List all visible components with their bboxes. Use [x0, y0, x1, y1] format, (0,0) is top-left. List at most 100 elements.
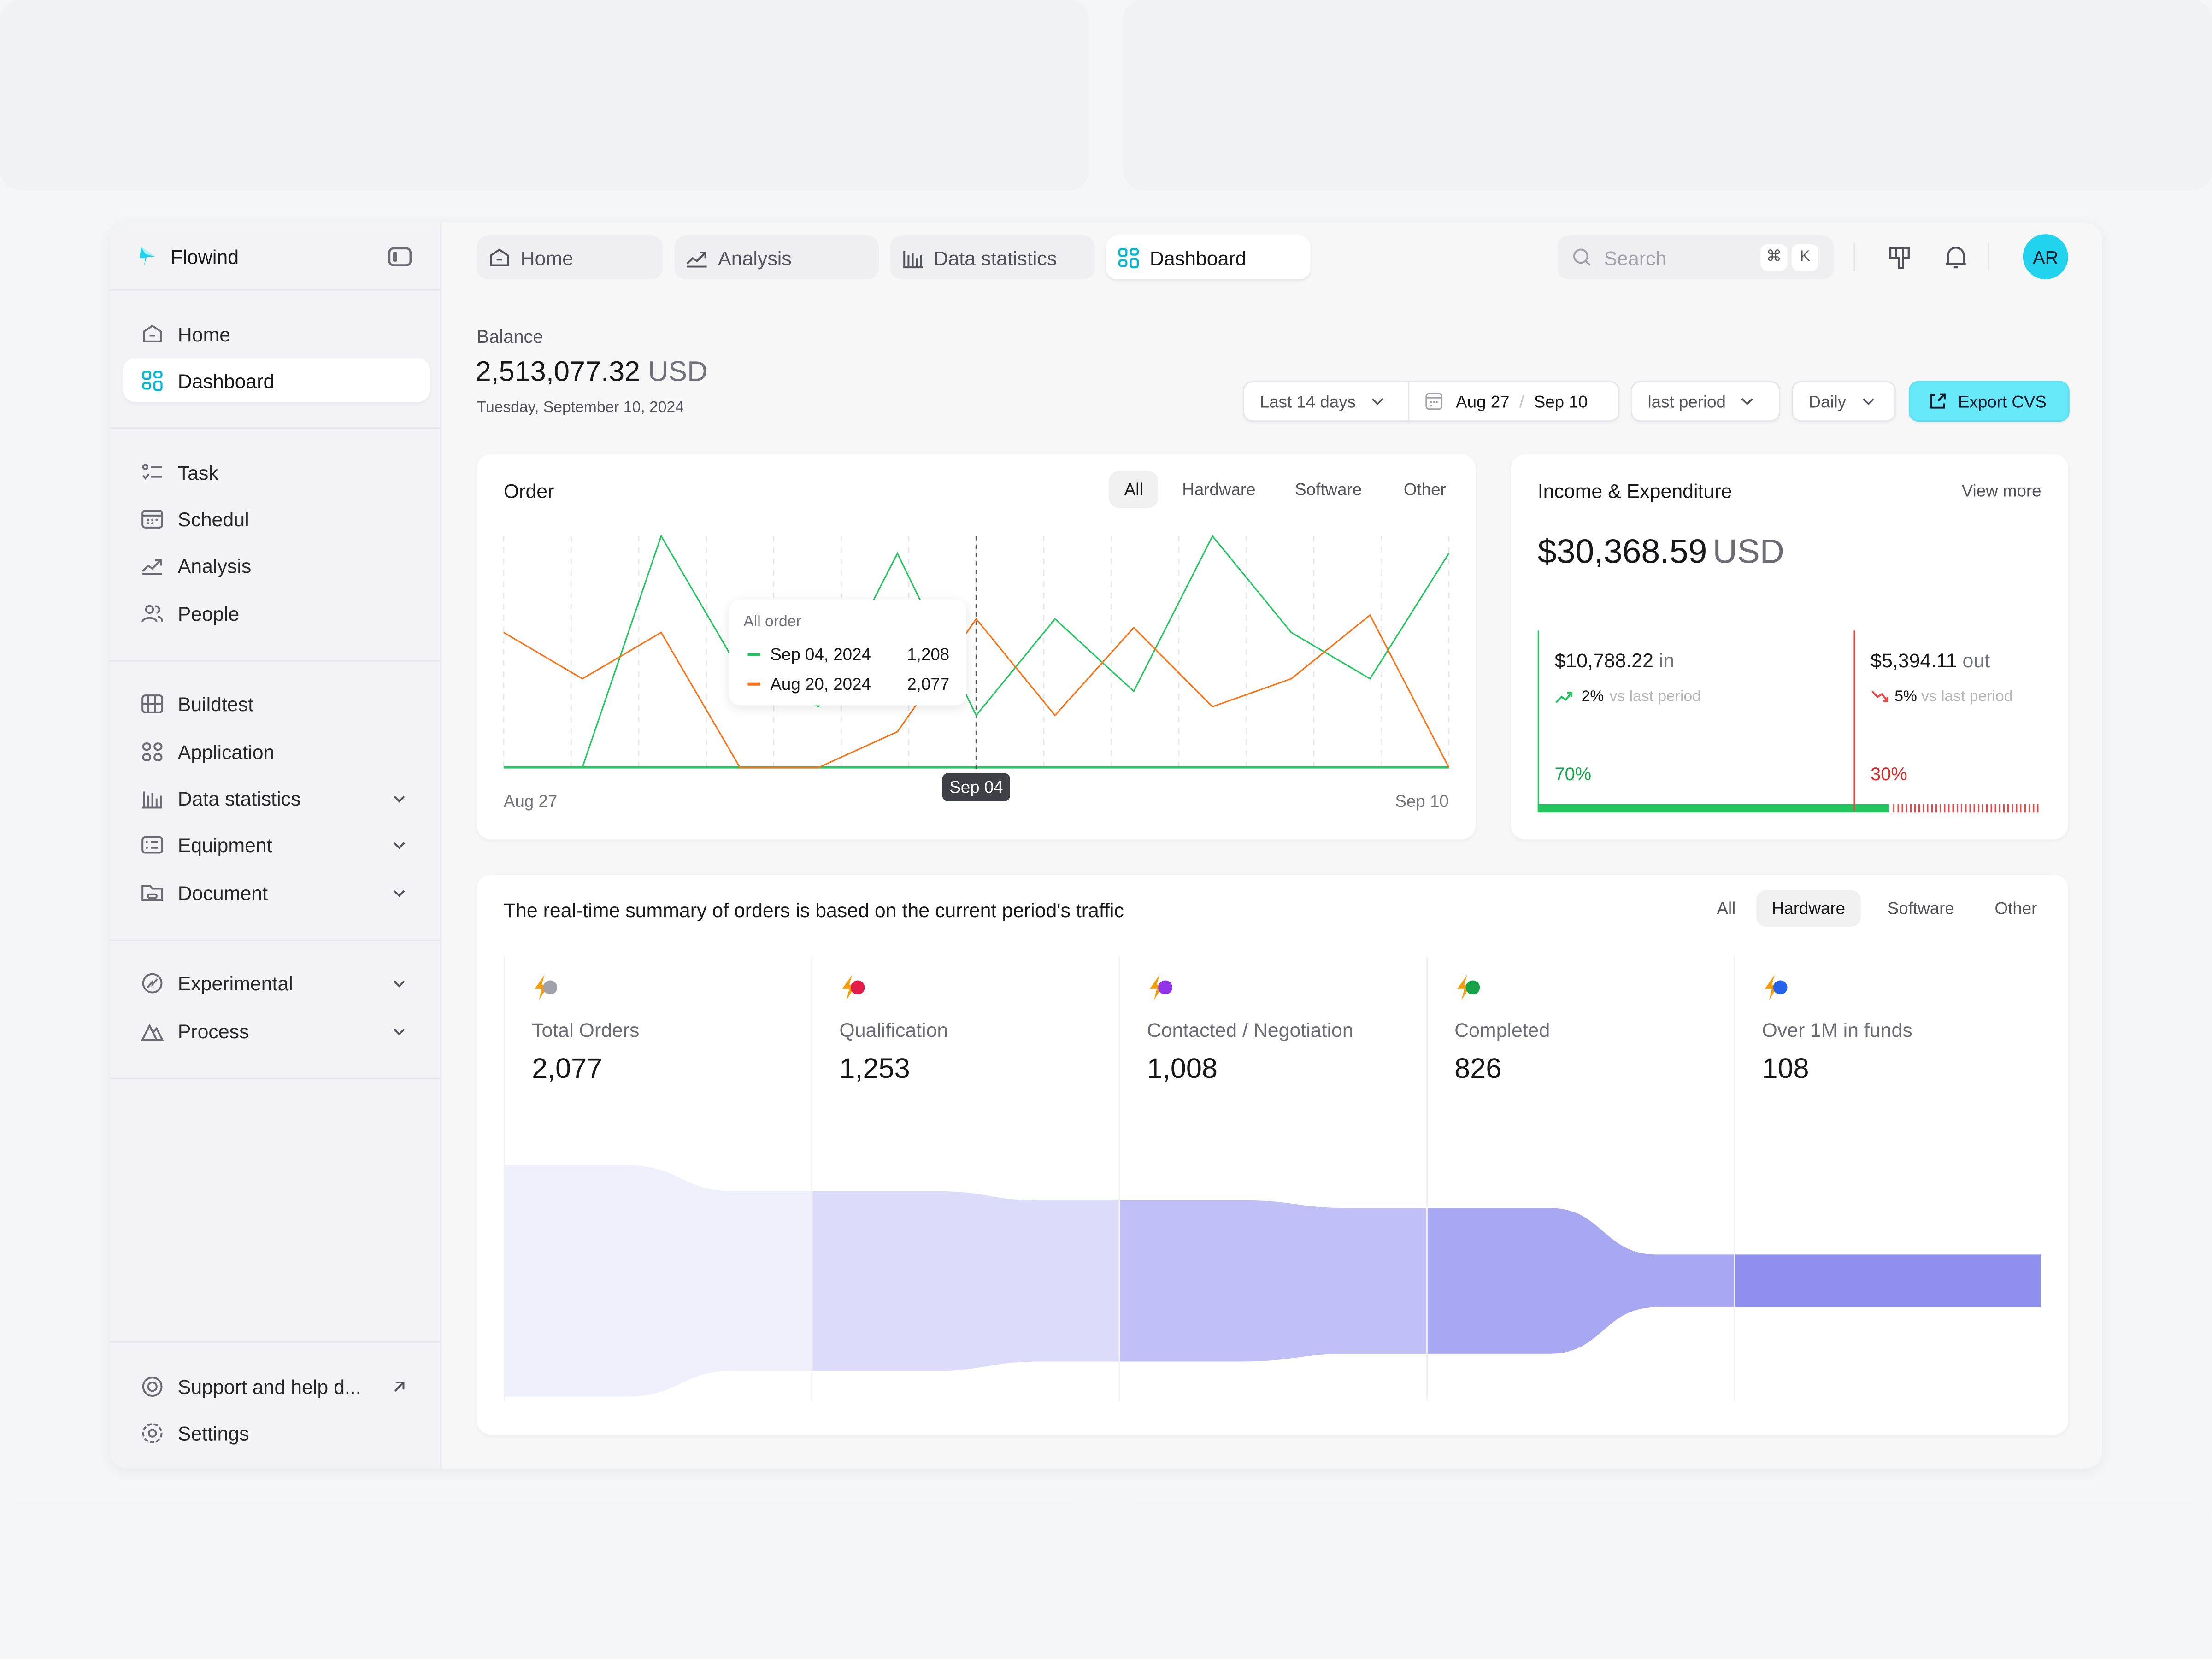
income-in-amount: $10,788.22 in — [1554, 649, 1674, 671]
bar-chart-icon — [142, 790, 163, 808]
sidebar-item-label: Task — [177, 460, 218, 483]
sidebar-item-label: Settings — [177, 1421, 249, 1444]
series-line-0 — [503, 534, 1450, 768]
sidebar-item-analysis[interactable]: Analysis — [123, 543, 430, 587]
stage-value: 1,253 — [839, 1053, 910, 1085]
brand[interactable]: Flowind — [138, 246, 239, 268]
folder-icon — [141, 884, 164, 900]
tab-dashboard[interactable]: Dashboard — [1106, 235, 1311, 280]
sidebar-item-document[interactable]: Document — [123, 871, 430, 914]
compare-select[interactable]: last period — [1630, 381, 1781, 422]
sidebar-item-task[interactable]: Task — [123, 450, 430, 494]
stage-value: 108 — [1762, 1053, 1809, 1085]
segment-hardware[interactable]: Hardware — [1182, 479, 1256, 500]
range-select[interactable]: Last 14 days — [1242, 381, 1410, 422]
out-share: 30% — [1871, 763, 1907, 785]
sidebar-item-support[interactable]: Support and help d... — [123, 1364, 430, 1408]
tab-home[interactable]: Home — [477, 235, 663, 280]
sidebar-item-label: Schedul — [177, 507, 249, 530]
chevron-down-icon[interactable] — [391, 789, 408, 806]
sidebar-item-buildtest[interactable]: Buildtest — [123, 682, 430, 725]
tab-label: Dashboard — [1149, 246, 1247, 269]
chevron-down-icon[interactable] — [391, 974, 408, 991]
avatar[interactable]: AR — [2023, 234, 2068, 280]
table-icon — [141, 694, 164, 713]
date-to: Sep 10 — [1534, 391, 1588, 412]
chevron-down-icon[interactable] — [391, 836, 408, 853]
tab-label: Data statistics — [934, 246, 1057, 269]
trend-down-icon — [1871, 690, 1888, 702]
tab-label: Analysis — [718, 246, 792, 269]
legend-swatch-green — [747, 653, 760, 656]
sidebar-item-process[interactable]: Process — [123, 1009, 430, 1053]
balance-date: Tuesday, September 10, 2024 — [477, 399, 684, 417]
balance-currency: USD — [648, 357, 708, 388]
expense-bar-edge — [1853, 630, 1855, 812]
home-icon — [490, 247, 509, 265]
sidebar-item-label: Buildtest — [177, 692, 254, 715]
sidebar-item-label: Experimental — [177, 971, 293, 994]
income-card: Income & Expenditure View more $30,368.5… — [1511, 454, 2068, 840]
card-title: Order — [503, 479, 554, 502]
sidebar-item-equipment[interactable]: Equipment — [123, 823, 430, 866]
funnel-band-0 — [503, 1165, 812, 1397]
dashboard-icon — [1118, 247, 1139, 268]
stage-value: 826 — [1454, 1053, 1502, 1085]
background-panel — [0, 0, 1089, 191]
chevron-down-icon[interactable] — [391, 1022, 408, 1039]
compare-value: last period — [1647, 391, 1726, 412]
segment-software[interactable]: Software — [1887, 898, 1954, 918]
divider — [110, 289, 442, 291]
chevron-down-icon[interactable] — [391, 884, 408, 901]
segment-hardware[interactable]: Hardware — [1756, 890, 1861, 927]
stage-label: Contacted / Negotiation — [1147, 1018, 1353, 1041]
stage-label: Over 1M in funds — [1762, 1018, 1912, 1041]
bell-icon[interactable] — [1944, 244, 1968, 271]
stage-label: Qualification — [839, 1018, 948, 1041]
sidebar-item-home[interactable]: Home — [123, 312, 430, 356]
sidebar-item-settings[interactable]: Settings — [123, 1411, 430, 1454]
tab-analysis[interactable]: Analysis — [674, 235, 879, 280]
sidebar-toggle-icon[interactable] — [388, 247, 412, 267]
segment-other[interactable]: Other — [1994, 898, 2037, 918]
order-card: Order All Hardware Software Other Aug 27… — [477, 454, 1476, 840]
stage-value: 2,077 — [532, 1053, 603, 1085]
funnel-band-1 — [811, 1191, 1119, 1371]
tooltip-value: 1,208 — [907, 644, 950, 665]
date-from: Aug 27 — [1456, 391, 1510, 412]
sidebar-item-label: Analysis — [177, 553, 252, 577]
chevron-down-icon — [1371, 398, 1383, 406]
sidebar-item-experimental[interactable]: Experimental — [123, 961, 430, 1005]
income-out-amount: $5,394.11 out — [1871, 649, 1990, 671]
in-change: 2% — [1581, 688, 1604, 706]
bar-chart-icon — [903, 250, 923, 268]
segment-all[interactable]: All — [1717, 898, 1736, 918]
range-value: Last 14 days — [1259, 391, 1356, 412]
date-separator: / — [1519, 391, 1524, 412]
search-input[interactable]: Search ⌘ K — [1557, 235, 1834, 280]
tooltip-date: Sep 04, 2024 — [770, 644, 871, 665]
calendar-icon — [141, 509, 164, 528]
view-more-link[interactable]: View more — [1961, 481, 2041, 501]
sidebar-item-people[interactable]: People — [123, 591, 430, 635]
feedback-icon[interactable] — [1888, 246, 1913, 271]
out-suffix: out — [1962, 649, 1990, 672]
date-range-picker[interactable]: Aug 27 / Sep 10 — [1408, 381, 1620, 422]
export-button[interactable]: Export CVS — [1908, 381, 2070, 422]
tab-data-statistics[interactable]: Data statistics — [890, 235, 1095, 280]
segment-software[interactable]: Software — [1295, 479, 1362, 500]
sidebar-item-dashboard[interactable]: Dashboard — [123, 358, 430, 402]
interval-value: Daily — [1808, 391, 1847, 412]
support-icon — [142, 1376, 163, 1396]
segment-other[interactable]: Other — [1403, 479, 1446, 500]
people-icon — [141, 604, 164, 622]
interval-select[interactable]: Daily — [1791, 381, 1896, 422]
sidebar-item-label: Equipment — [177, 833, 272, 856]
sidebar-item-schedul[interactable]: Schedul — [123, 497, 430, 541]
sidebar-item-data-statistics[interactable]: Data statistics — [123, 776, 430, 820]
logo-icon — [140, 247, 155, 267]
sidebar-item-application[interactable]: Application — [123, 729, 430, 773]
tooltip-date: Aug 20, 2024 — [770, 674, 871, 694]
sidebar-item-label: Data statistics — [177, 786, 301, 809]
segment-all[interactable]: All — [1109, 471, 1159, 508]
